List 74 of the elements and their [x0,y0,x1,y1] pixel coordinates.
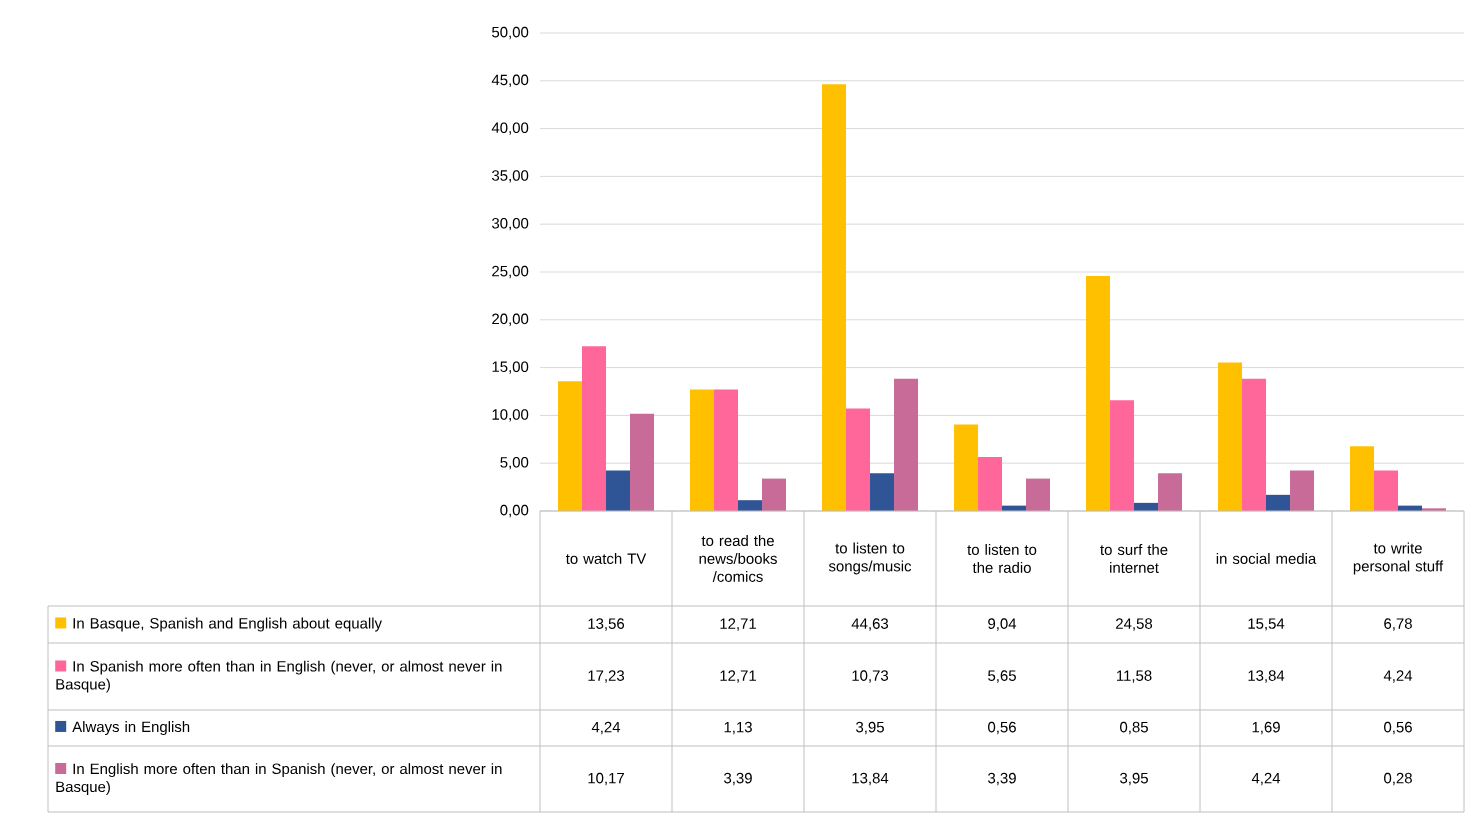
bar [1290,470,1315,511]
bar [870,473,895,511]
data-label: 10,73 [852,670,889,683]
bar [1026,478,1051,511]
y-tick-label: 20,00 [492,313,529,326]
y-tick-label: 50,00 [492,26,529,40]
bar [1374,470,1399,511]
bar [1350,446,1375,511]
y-tick-label: 10,00 [492,409,529,422]
x-tick-label: to listen to the radio [967,544,1037,573]
legend-label: In English more often than in Spanish (never, or almost never in Basque) [56,763,502,796]
data-label: 12,71 [720,670,756,683]
bar [846,408,871,511]
bar [978,456,1003,511]
data-label: 1,69 [1252,721,1280,735]
data-label: 13,56 [588,618,625,631]
y-tick-label: 5,00 [500,457,529,470]
bar [1242,378,1267,511]
x-tick-label: in social media [1216,553,1317,564]
data-label: 5,65 [988,670,1016,683]
data-label: 1,13 [724,721,752,735]
bar [1218,362,1243,511]
data-label: 6,78 [1384,618,1412,631]
bar [894,378,919,511]
bar [1086,276,1111,511]
bar [1266,494,1291,511]
data-label: 3,39 [988,772,1016,786]
bar [558,381,583,511]
x-tick-label: to read the news/books /comics [699,535,777,582]
data-label: 15,54 [1248,618,1285,631]
legend-label: In Spanish more often than in English (never, or almost never in Basque) [56,660,502,693]
data-label: 12,71 [720,618,756,631]
data-label: 9,04 [988,618,1017,631]
x-tick-label: to watch TV [565,553,647,564]
data-label: 17,23 [588,670,625,683]
data-label: 10,17 [588,772,624,786]
data-label: 0,85 [1120,721,1148,735]
x-tick-label: to surf the internet [1100,544,1168,573]
bar [1110,400,1135,511]
x-tick-label: to write personal stuff [1353,542,1444,575]
y-tick-label: 30,00 [492,218,529,231]
y-tick-label: 45,00 [491,74,529,87]
data-label: 4,24 [1383,670,1413,683]
bar [690,389,715,511]
legend-label: Always in English [72,721,190,736]
data-label: 4,24 [1251,772,1281,786]
bar [762,478,787,511]
data-label: 11,58 [1117,670,1152,683]
bar [606,470,631,511]
bar [822,84,847,511]
data-label: 4,24 [591,721,621,735]
bar [582,346,607,511]
bar [954,424,979,511]
bar [630,413,655,511]
y-tick-label: 25,00 [492,265,529,279]
data-label: 0,56 [1384,721,1412,735]
data-label: 3,95 [1120,772,1148,786]
x-tick-label: to listen to songs/music [828,542,912,575]
bar [738,500,763,511]
y-tick-label: 40,00 [491,122,529,135]
legend-label: In Basque, Spanish and English about equally [73,617,382,632]
y-tick-label: 15,00 [492,361,529,374]
data-label: 13,84 [1248,670,1285,683]
data-label: 0,28 [1384,772,1412,786]
bar [714,389,739,511]
y-tick-label: 0,00 [500,504,529,518]
y-tick-label: 35,00 [492,170,529,183]
data-label: 3,39 [724,772,752,786]
data-label: 44,63 [851,618,889,631]
bar [1158,473,1183,511]
data-label: 24,58 [1116,618,1153,631]
data-label: 3,95 [856,721,884,735]
data-label: 13,84 [852,772,889,786]
data-label: 0,56 [988,721,1016,735]
